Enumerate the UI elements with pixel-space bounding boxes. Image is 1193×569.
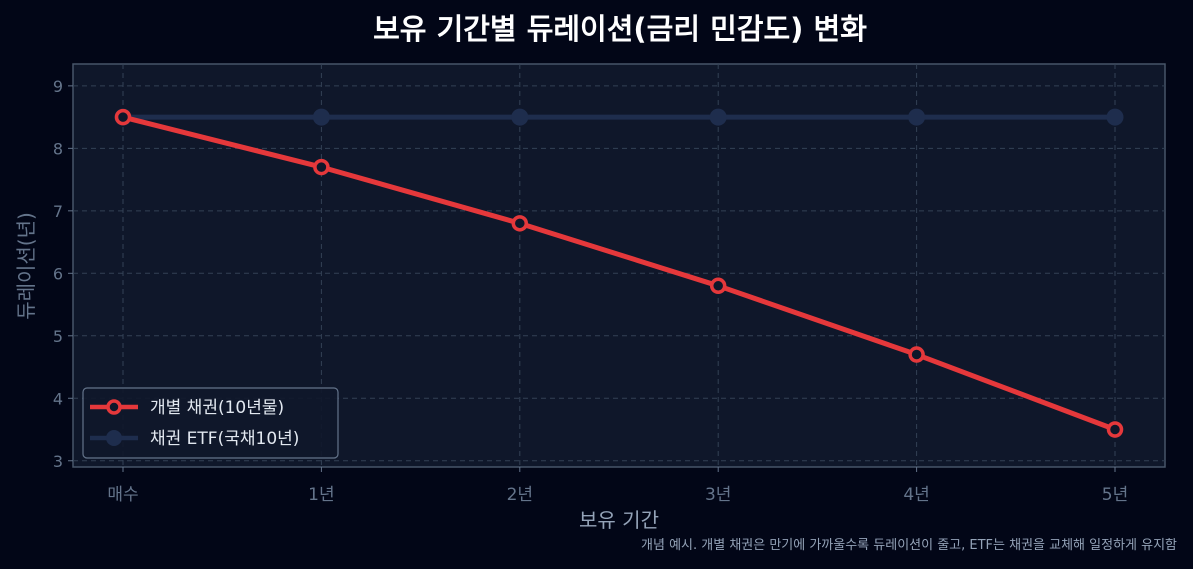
chart-title: 보유 기간별 듀레이션(금리 민감도) 변화 — [373, 12, 867, 46]
legend-box — [82, 387, 339, 459]
legend-marker-individual — [106, 399, 122, 415]
y-tick-label: 8 — [53, 139, 63, 158]
data-point-1 — [312, 108, 330, 126]
series-line-0 — [122, 114, 1116, 432]
data-point-0 — [114, 108, 132, 126]
legend-marker-etf — [106, 430, 122, 446]
footnote: 개념 예시. 개별 채권은 만기에 가까울수록 듀레이션이 줄고, ETF는 채… — [641, 538, 1177, 553]
x-ticks: 매수 1년 2년 3년 4년 5년 — [107, 467, 1128, 505]
data-point-0 — [313, 158, 330, 176]
x-tick-label: 4년 — [903, 485, 929, 505]
y-tick-label: 6 — [53, 264, 63, 283]
data-point-1 — [908, 108, 926, 126]
y-tick-label: 9 — [53, 77, 63, 96]
data-point-0 — [709, 277, 727, 295]
data-point-0 — [1106, 421, 1124, 438]
y-tick-label: 5 — [53, 327, 63, 346]
legend-label-individual: 개별 채권(10년물) — [150, 398, 284, 418]
x-tick-label: 1년 — [308, 485, 334, 505]
legend: 개별 채권(10년물) 채권 ETF(국채10년) — [82, 387, 339, 459]
x-axis-label: 보유 기간 — [579, 508, 659, 532]
x-tick-label: 3년 — [705, 485, 731, 505]
data-point-0 — [511, 215, 529, 232]
y-tick-label: 4 — [53, 389, 63, 408]
y-ticks: 3 4 5 6 7 8 9 — [53, 77, 73, 471]
legend-label-etf: 채권 ETF(국채10년) — [150, 429, 299, 449]
y-axis-label: 듀레이션(년) — [14, 212, 38, 320]
data-point-1 — [511, 108, 529, 126]
data-point-1 — [709, 108, 727, 126]
data-point-1 — [1106, 108, 1124, 126]
series-layer — [114, 108, 1124, 438]
x-tick-label: 5년 — [1102, 485, 1128, 505]
x-tick-label: 매수 — [107, 485, 138, 505]
x-tick-label: 2년 — [507, 485, 533, 505]
series-0 — [114, 108, 1124, 438]
data-point-0 — [908, 346, 925, 363]
y-tick-label: 7 — [53, 202, 63, 221]
y-tick-label: 3 — [53, 452, 63, 471]
